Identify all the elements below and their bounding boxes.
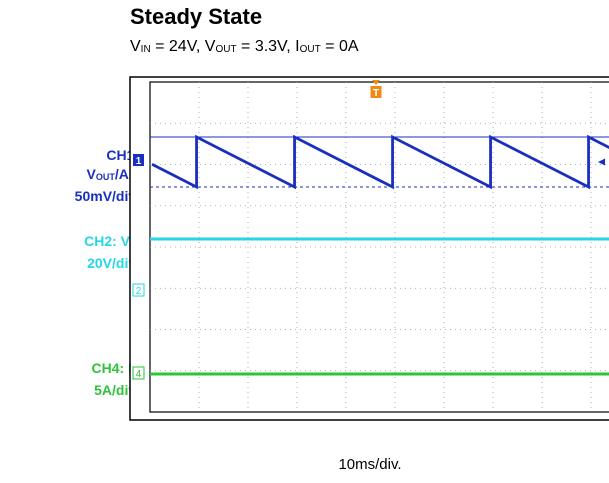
svg-text:1: 1: [136, 156, 142, 167]
chart-subtitle: VIN = 24V, VOUT = 3.3V, IOUT = 0A: [130, 38, 359, 55]
svg-text:2: 2: [136, 286, 142, 297]
ch1-trace: [151, 134, 609, 190]
x-axis-label: 10ms/div.: [338, 456, 402, 473]
ch1-reference-arrow: [598, 158, 605, 166]
ch2-marker: 2: [132, 283, 145, 297]
svg-text:T: T: [373, 88, 379, 99]
ch4-marker: 4: [132, 366, 145, 380]
chart-title: Steady State: [130, 4, 263, 29]
ch1-marker: 1: [133, 154, 144, 167]
trigger-marker: T: [370, 80, 382, 99]
scope-grid: [150, 82, 609, 412]
channel-markers: 1 2 4 T: [132, 80, 605, 380]
scope-traces: [150, 134, 609, 376]
svg-text:4: 4: [136, 369, 142, 380]
